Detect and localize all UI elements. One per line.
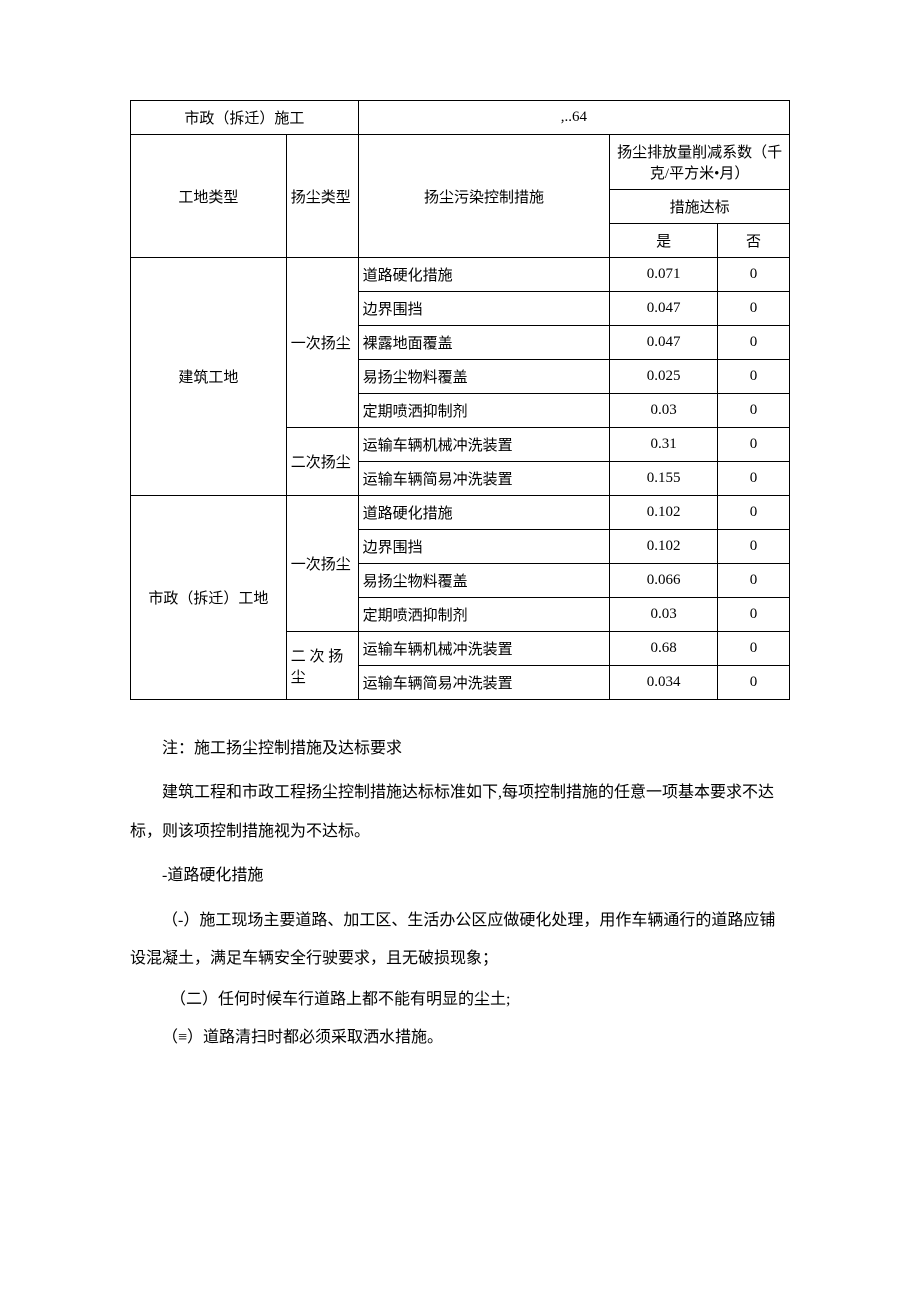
table-cell: 运输车辆机械冲洗装置	[358, 428, 610, 462]
site1-dust1: 一次扬尘	[286, 258, 358, 428]
table-cell: 裸露地面覆盖	[358, 326, 610, 360]
table-cell: 0	[718, 292, 790, 326]
site2-dust1: 一次扬尘	[286, 496, 358, 632]
table-cell: 0	[718, 394, 790, 428]
table-cell: 0	[718, 666, 790, 700]
site1-dust2: 二次扬尘	[286, 428, 358, 496]
col-standard-label: 措施达标	[610, 190, 790, 224]
table-cell: 道路硬化措施	[358, 258, 610, 292]
table-cell: 0.03	[610, 394, 718, 428]
table-cell: 0	[718, 632, 790, 666]
table-cell: 0	[718, 428, 790, 462]
site2-dust2: 二 次 扬尘	[286, 632, 358, 700]
col-site-type: 工地类型	[131, 135, 287, 258]
table-cell: 易扬尘物料覆盖	[358, 360, 610, 394]
table-cell: 0.047	[610, 326, 718, 360]
table-cell: 0.025	[610, 360, 718, 394]
table-cell: 边界围挡	[358, 292, 610, 326]
table-cell: 0.155	[610, 462, 718, 496]
site1-name: 建筑工地	[131, 258, 287, 496]
table-cell: 0.102	[610, 530, 718, 564]
table-cell: 0	[718, 360, 790, 394]
table-cell: 0	[718, 598, 790, 632]
table-cell: 定期喷洒抑制剂	[358, 394, 610, 428]
table-cell: 0.066	[610, 564, 718, 598]
table-cell: 0.034	[610, 666, 718, 700]
table-cell: 0.03	[610, 598, 718, 632]
header-site-construction: 市政（拆迁）施工	[131, 101, 359, 135]
table-cell: 0	[718, 564, 790, 598]
table-cell: 0	[718, 530, 790, 564]
table-cell: 运输车辆简易冲洗装置	[358, 462, 610, 496]
table-cell: 运输车辆机械冲洗装置	[358, 632, 610, 666]
note-text: 注：施工扬尘控制措施及达标要求	[130, 730, 790, 768]
paragraph-1: 建筑工程和市政工程扬尘控制措施达标标准如下,每项控制措施的任意一项基本要求不达标…	[130, 774, 790, 851]
table-cell: 0	[718, 462, 790, 496]
table-cell: 0.071	[610, 258, 718, 292]
table-cell: 0	[718, 326, 790, 360]
site2-name: 市政（拆迁）工地	[131, 496, 287, 700]
table-cell: 0	[718, 496, 790, 530]
body-text: 注：施工扬尘控制措施及达标要求 建筑工程和市政工程扬尘控制措施达标标准如下,每项…	[130, 730, 790, 1054]
table-cell: 易扬尘物料覆盖	[358, 564, 610, 598]
item-1: （-）施工现场主要道路、加工区、生活办公区应做硬化处理，用作车辆通行的道路应铺设…	[130, 902, 790, 979]
col-no: 否	[718, 224, 790, 258]
table-cell: 0	[718, 258, 790, 292]
col-control-measure: 扬尘污染控制措施	[358, 135, 610, 258]
item-3: （≡）道路清扫时都必须采取洒水措施。	[130, 1022, 790, 1054]
header-value: ,..64	[358, 101, 789, 135]
table-cell: 道路硬化措施	[358, 496, 610, 530]
col-reduction-header: 扬尘排放量削减系数（千克/平方米•月）	[610, 135, 790, 190]
table-cell: 运输车辆简易冲洗装置	[358, 666, 610, 700]
table-cell: 边界围挡	[358, 530, 610, 564]
dust-control-table: 市政（拆迁）施工 ,..64 工地类型 扬尘类型 扬尘污染控制措施 扬尘排放量削…	[130, 100, 790, 700]
item-2: （二）任何时候车行道路上都不能有明显的尘土;	[130, 984, 790, 1016]
table-cell: 0.31	[610, 428, 718, 462]
table-cell: 0.68	[610, 632, 718, 666]
col-dust-type: 扬尘类型	[286, 135, 358, 258]
table-cell: 0.047	[610, 292, 718, 326]
table-cell: 0.102	[610, 496, 718, 530]
table-cell: 定期喷洒抑制剂	[358, 598, 610, 632]
heading-1: -道路硬化措施	[130, 857, 790, 895]
col-yes: 是	[610, 224, 718, 258]
